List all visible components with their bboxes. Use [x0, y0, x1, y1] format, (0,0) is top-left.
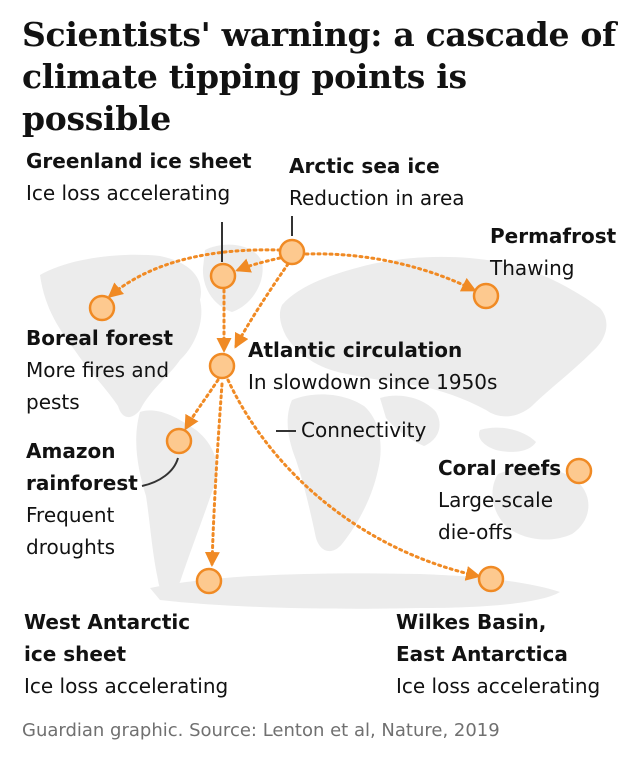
west-antarctic-desc: Ice loss accelerating: [24, 674, 229, 698]
node-boreal-forest: [88, 294, 116, 322]
label-atlantic-circulation: Atlantic circulation In slowdown since 1…: [248, 334, 497, 398]
amazon-desc-2: droughts: [26, 535, 116, 559]
amazon-desc-1: Frequent: [26, 503, 115, 527]
title-line-2: climate tipping points is possible: [22, 57, 467, 138]
tipping-point-nodes: [88, 238, 593, 595]
west-antarctic-name-2: ice sheet: [24, 642, 127, 666]
label-west-antarctic-ice-sheet: West Antarctic ice sheet Ice loss accele…: [24, 606, 228, 702]
permafrost-desc: Thawing: [490, 256, 575, 280]
node-amazon-rainforest: [165, 427, 193, 455]
label-permafrost: Permafrost Thawing: [490, 220, 616, 284]
arrow-atlantic-to-west-antarctic: [204, 382, 224, 567]
label-connectivity: Connectivity: [301, 414, 426, 446]
node-greenland-ice-sheet: [209, 262, 237, 290]
wilkes-name-2: East Antarctica: [396, 642, 568, 666]
node-west-antarctic-ice-sheet: [195, 567, 223, 595]
node-permafrost: [472, 282, 500, 310]
node-atlantic-circulation: [208, 352, 236, 380]
page-title: Scientists' warning: a cascade of climat…: [22, 14, 622, 140]
wilkes-desc: Ice loss accelerating: [396, 674, 601, 698]
atlantic-name: Atlantic circulation: [248, 338, 463, 362]
arrow-arctic-to-greenland: [235, 256, 282, 273]
label-arctic-sea-ice: Arctic sea ice Reduction in area: [289, 150, 465, 214]
arctic-desc: Reduction in area: [289, 186, 465, 210]
label-coral-reefs: Coral reefs Large-scale die-offs: [438, 452, 561, 548]
arrow-arctic-to-atlantic: [234, 262, 290, 349]
boreal-desc-1: More fires and: [26, 358, 170, 382]
node-coral-reefs: [565, 457, 593, 485]
boreal-desc-2: pests: [26, 390, 80, 414]
title-line-1: Scientists' warning: a cascade of: [22, 15, 616, 54]
arrow-atlantic-to-wilkes: [226, 378, 481, 581]
source-credit: Guardian graphic. Source: Lenton et al, …: [22, 720, 500, 741]
node-arctic-sea-ice: [278, 238, 306, 266]
wilkes-name-1: Wilkes Basin,: [396, 610, 547, 634]
label-greenland-ice-sheet: Greenland ice sheet Ice loss acceleratin…: [26, 145, 252, 209]
coral-desc-2: die-offs: [438, 520, 513, 544]
arctic-name: Arctic sea ice: [289, 154, 440, 178]
arrow-arctic-to-boreal: [107, 248, 282, 298]
label-wilkes-basin: Wilkes Basin, East Antarctica Ice loss a…: [396, 606, 600, 702]
greenland-name: Greenland ice sheet: [26, 149, 252, 173]
coral-desc-1: Large-scale: [438, 488, 554, 512]
arrow-arctic-to-permafrost: [304, 252, 477, 292]
amazon-name-1: Amazon: [26, 439, 116, 463]
boreal-name: Boreal forest: [26, 326, 174, 350]
label-amazon-rainforest: Amazon rainforest Frequent droughts: [26, 435, 138, 563]
greenland-desc: Ice loss accelerating: [26, 181, 231, 205]
label-boreal-forest: Boreal forest More fires and pests: [26, 322, 173, 418]
amazon-name-2: rainforest: [26, 471, 138, 495]
atlantic-desc: In slowdown since 1950s: [248, 370, 498, 394]
node-wilkes-basin: [477, 565, 505, 593]
leader-amazon: [141, 457, 179, 487]
arrow-atlantic-to-amazon: [184, 378, 220, 431]
permafrost-name: Permafrost: [490, 224, 617, 248]
connectivity-text: Connectivity: [301, 418, 427, 442]
west-antarctic-name-1: West Antarctic: [24, 610, 191, 634]
leader-lines: [141, 216, 296, 487]
connectivity-arrows: [107, 248, 481, 581]
coral-name: Coral reefs: [438, 456, 562, 480]
